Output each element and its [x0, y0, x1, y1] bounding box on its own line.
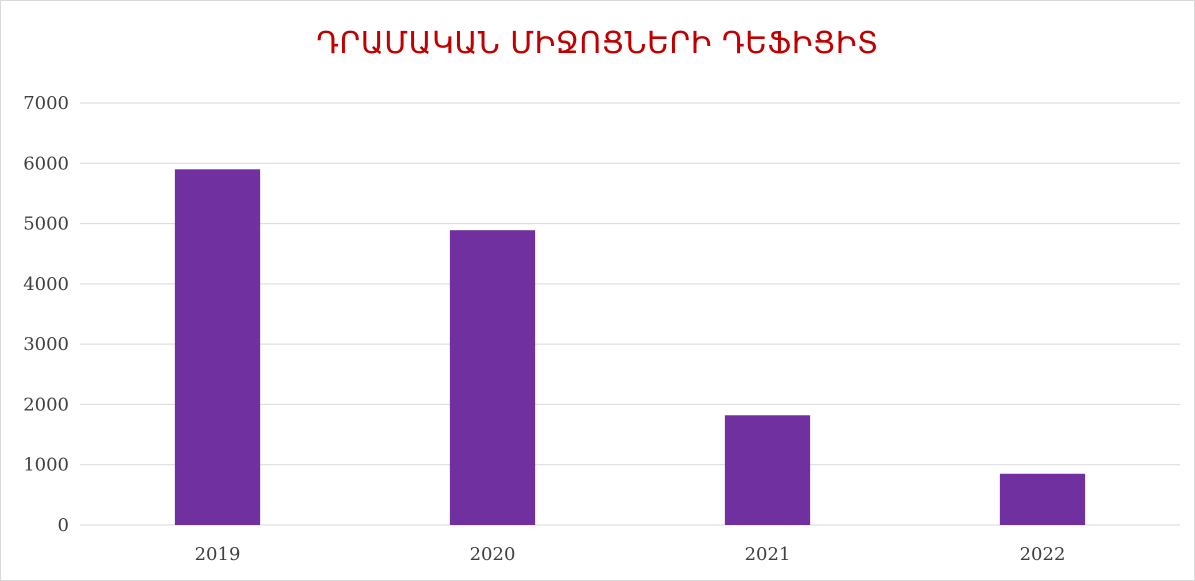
y-tick-label: 5000: [23, 214, 69, 235]
bars: [174, 169, 1086, 526]
y-tick-label: 2000: [23, 394, 69, 415]
bar-2019: [174, 169, 261, 526]
bar-2020: [449, 230, 536, 525]
bar-2021: [724, 415, 811, 525]
gridlines: [80, 102, 1180, 526]
x-tick-label: 2020: [470, 544, 516, 565]
y-tick-label: 4000: [23, 274, 69, 295]
y-tick-label: 1000: [23, 455, 69, 476]
y-tick-label: 6000: [23, 153, 69, 174]
y-tick-label: 7000: [23, 93, 69, 114]
x-tick-label: 2019: [195, 544, 241, 565]
y-tick-label: 3000: [23, 334, 69, 355]
y-axis-tick-labels: 0 1000 2000 3000 4000 5000 6000 7000: [23, 93, 69, 536]
x-tick-label: 2022: [1020, 544, 1066, 565]
x-axis-tick-labels: 2019 2020 2021 2022: [195, 544, 1066, 565]
chart-title: ԴՐԱՄԱԿԱՆ ՄԻՋՈՑՆԵՐԻ ԴԵՖԻՑԻՏ: [316, 26, 879, 61]
x-tick-label: 2021: [745, 544, 791, 565]
y-tick-label: 0: [58, 515, 69, 536]
bar-2022: [999, 473, 1086, 525]
